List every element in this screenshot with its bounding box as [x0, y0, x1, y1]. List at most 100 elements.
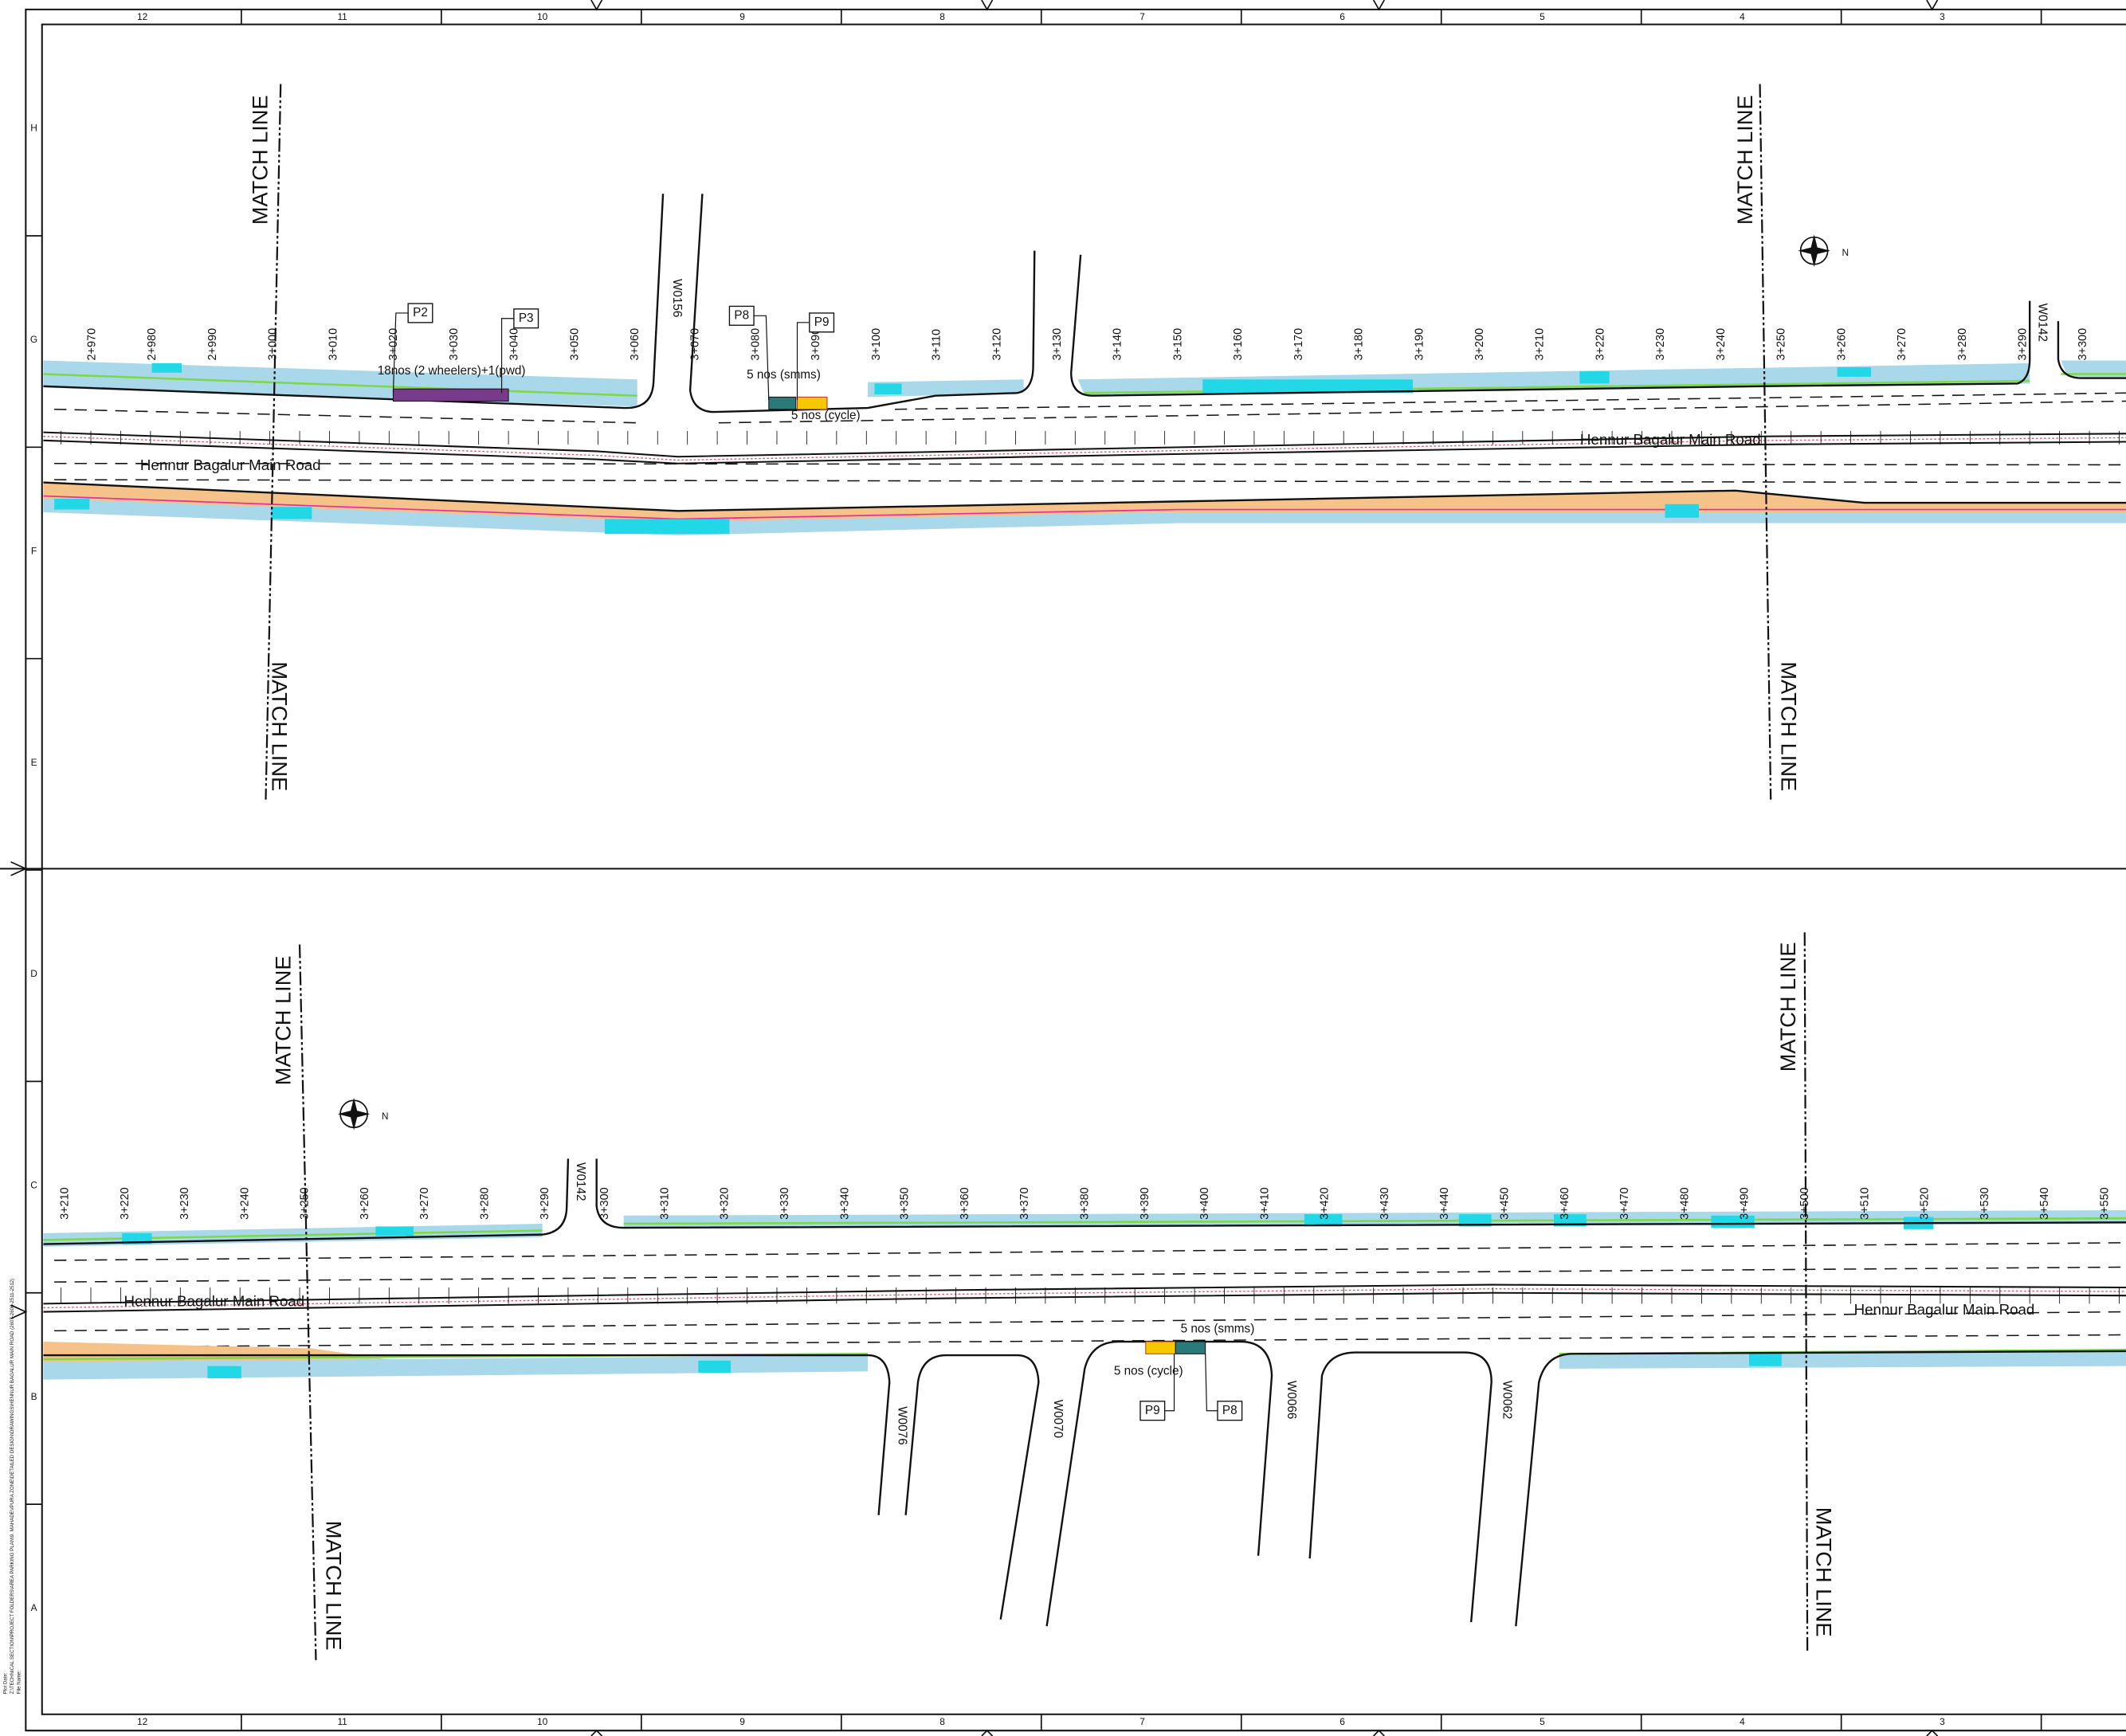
match-line-label: MATCH LINE: [268, 661, 292, 791]
chainage: 3+080: [749, 328, 762, 361]
column-label: 12: [137, 11, 148, 22]
chainage: 3+540: [2038, 1187, 2051, 1220]
footpath: [43, 498, 2126, 535]
chainage: 3+330: [779, 1187, 791, 1220]
sheet-1-road: [43, 84, 2126, 800]
chainage: 3+260: [1835, 328, 1848, 361]
parking-note: 5 nos (smms): [747, 368, 821, 382]
chainage: 3+190: [1413, 328, 1426, 361]
column-label: 3: [1940, 1716, 1945, 1727]
parking-tag: P8: [734, 308, 749, 322]
chainage: 3+430: [1379, 1187, 1391, 1220]
match-line: [265, 84, 1772, 800]
column-label: 8: [939, 1716, 945, 1727]
column-label: 9: [739, 11, 745, 22]
kerb: [43, 194, 665, 410]
column-label: 9: [739, 1716, 745, 1727]
column-label: 5: [1540, 1716, 1545, 1727]
kerb: [43, 481, 2126, 512]
parking-tag: P3: [519, 312, 534, 325]
kerb: [688, 194, 1036, 413]
side-road-label: W0156: [670, 279, 684, 317]
chainage: 2+980: [146, 328, 159, 361]
orange-band: [43, 482, 2126, 523]
road-name: Hennur Bagalur Main Road: [1854, 1301, 2035, 1318]
chainage: 3+350: [899, 1187, 912, 1220]
chainage: 3+450: [1499, 1187, 1512, 1220]
file-info: File Name:: [16, 1670, 22, 1694]
chainage: 3+480: [1678, 1187, 1691, 1220]
chainage: 3+240: [238, 1187, 251, 1220]
side-road-label: W0062: [1500, 1381, 1513, 1419]
kerb: [595, 1158, 2126, 1229]
column-label: 8: [939, 11, 945, 22]
parking-tag: P2: [413, 306, 428, 319]
chainage: 3+490: [1739, 1187, 1751, 1220]
side-road-label: W0076: [895, 1406, 908, 1444]
chainage: 3+220: [1594, 328, 1606, 361]
chainage: 3+050: [568, 328, 581, 361]
chainage: 3+060: [629, 328, 641, 361]
chainage: 3+260: [359, 1187, 371, 1220]
chainage: 3+020: [387, 328, 400, 361]
chainage: 3+110: [931, 329, 943, 361]
cyan-patch: [1304, 1214, 1343, 1227]
footpath: [1559, 1350, 2126, 1370]
column-label: 6: [1340, 11, 1345, 22]
chainage: 3+380: [1078, 1187, 1091, 1220]
match-line-label: MATCH LINE: [1732, 95, 1757, 225]
kerb: [2057, 321, 2126, 379]
chainage: 3+410: [1258, 1187, 1271, 1220]
chainage: 3+120: [990, 328, 1003, 361]
cyan-patch: [207, 1366, 241, 1378]
north-label: N: [382, 1111, 389, 1122]
chainage: 3+250: [1775, 328, 1788, 361]
cyan-patch: [54, 498, 90, 510]
chainage: 3+270: [1896, 328, 1908, 361]
column-label: 7: [1139, 11, 1145, 22]
footpath: [867, 379, 1024, 398]
column-label: 6: [1340, 1716, 1345, 1727]
side-road-label: W0142: [2035, 304, 2049, 342]
parking-bay-2w: [392, 388, 509, 402]
pink-edge: [43, 495, 2126, 520]
cyan-patch: [1553, 1214, 1587, 1227]
chainage: 3+470: [1618, 1187, 1631, 1220]
column-label: 10: [537, 11, 548, 22]
row-label: G: [30, 334, 37, 345]
cyan-patch: [1665, 504, 1700, 518]
chainage: 3+170: [1292, 328, 1305, 361]
match-line-label: MATCH LINE: [322, 1521, 347, 1651]
chainage: 3+280: [479, 1187, 492, 1220]
chainage: 3+090: [810, 328, 822, 361]
chainage: 3+290: [2016, 328, 2029, 361]
cyan-patch: [698, 1360, 732, 1374]
row-label: F: [31, 545, 37, 556]
column-label: 10: [537, 1716, 548, 1727]
parking-note: 5 nos (smms): [1181, 1323, 1255, 1336]
cyan-patch: [1748, 1354, 1782, 1366]
parking-tag: P9: [1145, 1404, 1160, 1417]
chainage: 3+100: [870, 328, 883, 361]
chainage: 3+310: [658, 1187, 671, 1220]
parking-note: 5 nos (cycle): [791, 409, 861, 422]
column-label: 7: [1139, 1716, 1145, 1727]
chainage: 3+210: [1534, 328, 1547, 361]
parking-bay-smms: [768, 396, 797, 410]
chainage: 3+320: [719, 1187, 732, 1220]
match-line-label: MATCH LINE: [1812, 1507, 1837, 1637]
cyan-patch: [1458, 1214, 1492, 1227]
median: [43, 1283, 2126, 1305]
chainage: 3+200: [1473, 328, 1486, 361]
north-arrow-star: [1798, 234, 1831, 268]
cyan-patch: [1202, 379, 1413, 394]
row-label: B: [31, 1391, 37, 1402]
row-label: C: [30, 1180, 37, 1191]
chainage: 3+370: [1018, 1187, 1031, 1220]
chainage: 3+130: [1051, 328, 1064, 361]
centre-arrow: [10, 861, 28, 876]
chainage: 3+040: [508, 328, 521, 361]
chainage: 3+280: [1956, 328, 1969, 361]
column-label: 12: [137, 1716, 148, 1727]
